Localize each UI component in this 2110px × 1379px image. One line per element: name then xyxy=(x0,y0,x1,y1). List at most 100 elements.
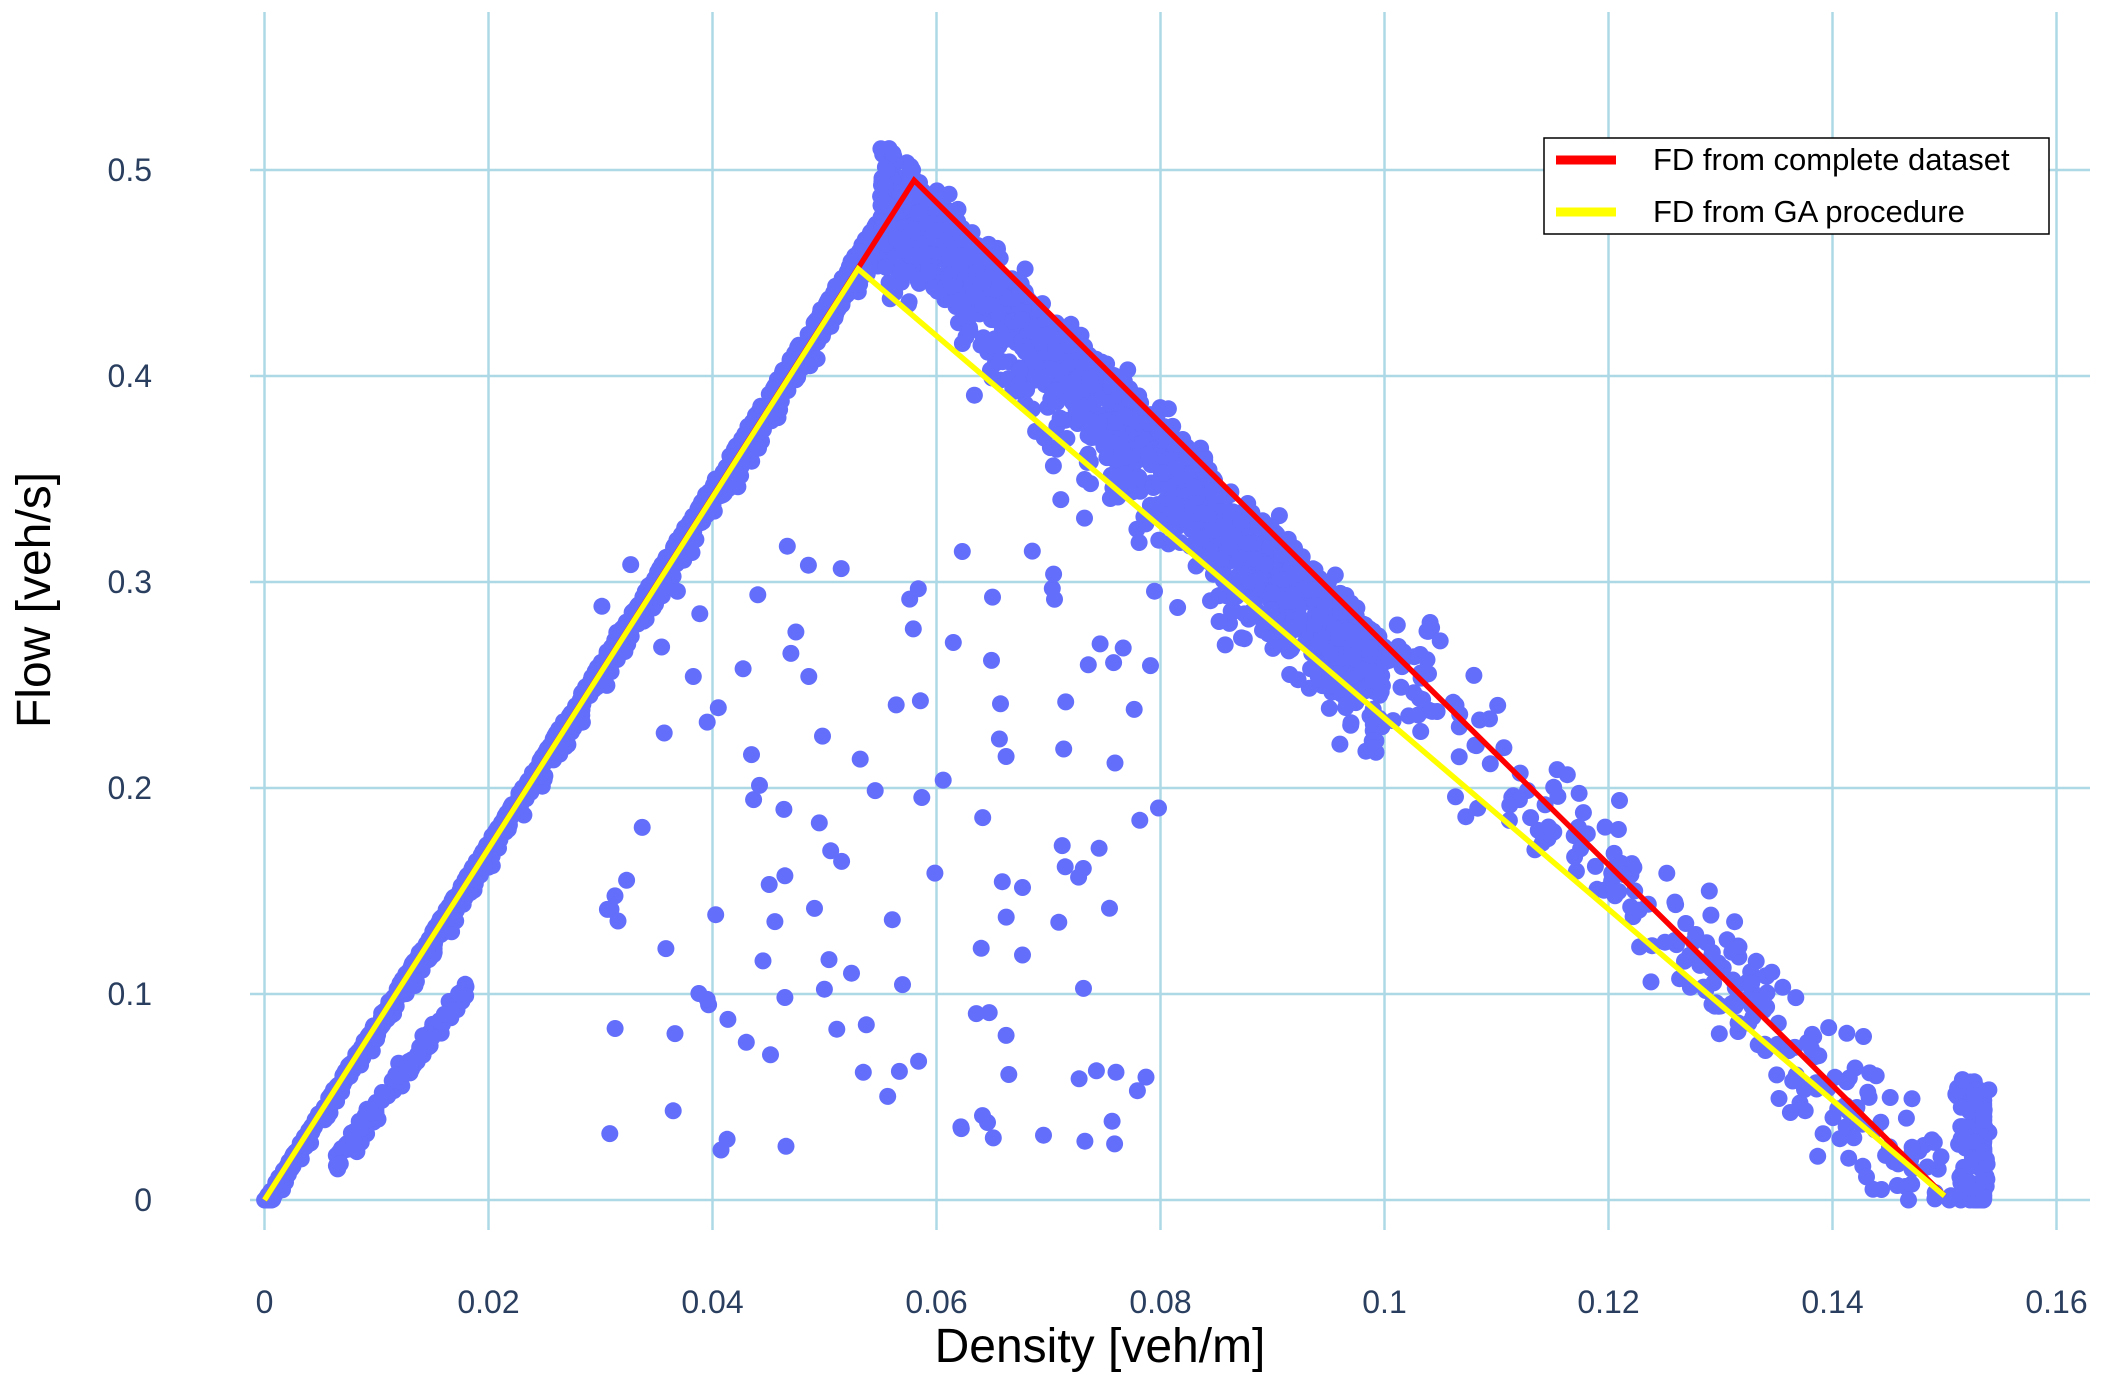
y-tick-label: 0.5 xyxy=(108,152,152,188)
scatter-point xyxy=(1321,645,1339,663)
scatter-point xyxy=(1130,468,1148,486)
scatter-point xyxy=(1958,1178,1976,1196)
scatter-point xyxy=(894,976,911,994)
scatter-point xyxy=(450,985,468,1003)
scatter-point xyxy=(810,814,828,832)
scatter-point xyxy=(1241,572,1259,590)
scatter-point xyxy=(664,1102,682,1120)
scatter-point xyxy=(1975,1108,1993,1126)
scatter-point xyxy=(1185,478,1203,496)
scatter-point xyxy=(990,278,1008,296)
scatter-point xyxy=(883,911,901,929)
scatter-point xyxy=(423,1028,441,1046)
scatter-point xyxy=(1216,636,1234,654)
scatter-point xyxy=(1210,613,1228,630)
scatter-point xyxy=(929,282,947,300)
scatter-point xyxy=(1150,531,1168,549)
scatter-point xyxy=(1357,742,1375,760)
scatter-point xyxy=(1903,1175,1921,1193)
scatter-point xyxy=(1705,974,1723,992)
scatter-point xyxy=(1016,343,1034,361)
scatter-point xyxy=(857,1016,875,1034)
scatter-point xyxy=(1952,1098,1970,1116)
scatter-point xyxy=(776,867,794,885)
scatter-point xyxy=(820,951,838,969)
scatter-point xyxy=(633,818,651,836)
scatter-point xyxy=(1050,913,1068,931)
tick-labels: 0 0.02 0.04 0.06 0.08 0.1 0.12 0.14 0.16 0 0.1 0.2 0… xyxy=(108,152,2088,1320)
scatter-point xyxy=(609,912,627,930)
scatter-point xyxy=(1051,409,1069,427)
scatter-point xyxy=(1131,811,1149,829)
scatter-point xyxy=(911,692,929,710)
scatter-point xyxy=(953,335,971,352)
scatter-point xyxy=(1763,963,1781,981)
scatter-point xyxy=(1431,632,1449,650)
scatter-point xyxy=(1222,602,1240,620)
scatter-point xyxy=(373,1084,391,1101)
scatter-point xyxy=(1450,748,1468,766)
scatter-point xyxy=(1023,542,1041,560)
scatter-point xyxy=(698,990,716,1008)
scatter-point xyxy=(737,1033,755,1051)
scatter-point xyxy=(913,789,931,806)
scatter-point xyxy=(1966,1087,1984,1105)
scatter-point xyxy=(1758,998,1776,1016)
scatter-point xyxy=(1481,755,1499,773)
scatter-point xyxy=(1090,839,1108,857)
scatter-point xyxy=(878,161,896,179)
scatter-point xyxy=(1809,1147,1827,1165)
x-tick-label: 0.06 xyxy=(905,1284,967,1320)
scatter-point xyxy=(983,651,1000,669)
scatter-point xyxy=(1311,606,1329,624)
legend-box xyxy=(1543,137,2050,235)
scatter-point xyxy=(1951,1134,1969,1152)
scatter-point xyxy=(1149,496,1166,514)
scatter-point xyxy=(822,842,840,860)
scatter-point xyxy=(1729,937,1747,955)
scatter-point xyxy=(1743,974,1761,992)
scatter-point xyxy=(944,634,962,651)
scatter-point xyxy=(1146,582,1163,600)
scatter-point xyxy=(1203,549,1221,567)
scatter-point xyxy=(832,560,850,578)
scatter-point xyxy=(1548,761,1566,779)
scatter-point xyxy=(1036,368,1054,386)
scatter-point xyxy=(974,273,992,291)
scatter-point xyxy=(1840,1149,1858,1167)
scatter-point xyxy=(1975,1189,1993,1207)
scatter-point xyxy=(1932,1148,1950,1166)
scatter-point xyxy=(1057,693,1075,711)
scatter-point xyxy=(1106,1135,1124,1153)
scatter-point xyxy=(1781,1104,1799,1121)
scatter-point xyxy=(1262,601,1280,619)
scatter-point xyxy=(707,906,725,924)
scatter-point xyxy=(1154,464,1172,482)
scatter-point xyxy=(1710,1025,1728,1043)
scatter-point xyxy=(1126,445,1144,463)
scatter-point xyxy=(1320,699,1338,717)
scatter-point xyxy=(814,727,831,745)
scatter-point xyxy=(994,353,1012,371)
scatter-point xyxy=(1845,1129,1863,1147)
scatter-point xyxy=(1331,735,1349,753)
scatter-point xyxy=(1109,386,1127,404)
scatter-point xyxy=(1014,879,1031,896)
scatter-point xyxy=(972,939,990,957)
scatter-point xyxy=(777,1137,795,1155)
scatter-point xyxy=(1549,787,1567,805)
scatter-point xyxy=(980,1004,998,1022)
scatter-point xyxy=(598,900,616,918)
scatter-point xyxy=(1925,1133,1943,1151)
scatter-point xyxy=(1676,952,1693,970)
x-tick-label: 0.02 xyxy=(457,1284,519,1320)
scatter-point xyxy=(1073,380,1091,398)
scatter-point xyxy=(1075,979,1092,997)
x-tick-label: 0.12 xyxy=(1577,1284,1639,1320)
scatter-point xyxy=(1087,1062,1105,1080)
scatter-point xyxy=(1489,696,1507,714)
scatter-point xyxy=(1677,915,1695,932)
scatter-point xyxy=(782,644,800,662)
scatter-point xyxy=(705,502,723,520)
scatter-point xyxy=(997,1026,1015,1044)
